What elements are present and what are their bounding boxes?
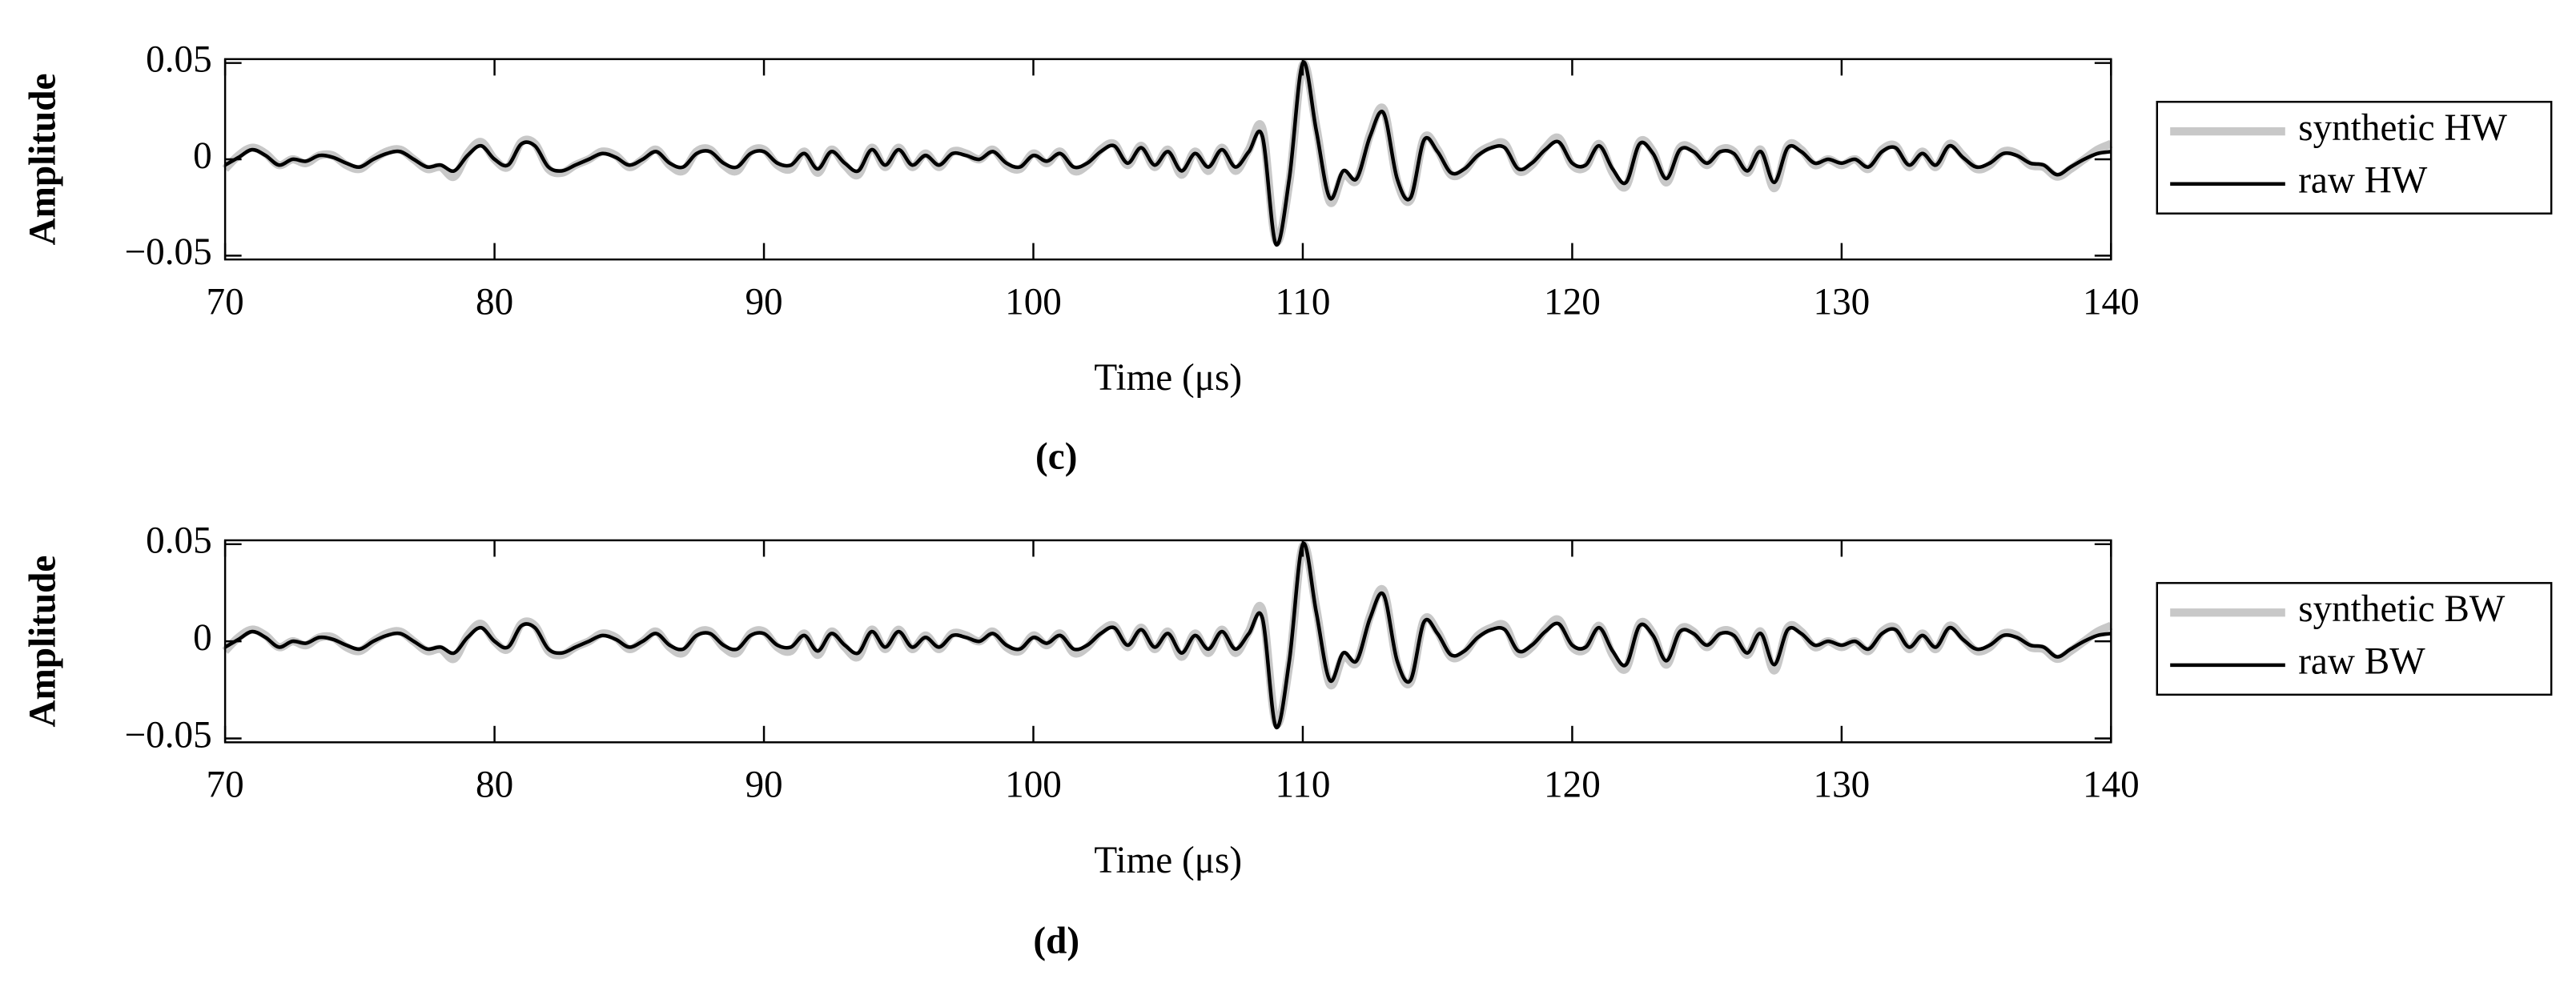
x-tick-label: 100 — [1005, 281, 1062, 323]
y-tick-label: 0 — [193, 135, 212, 177]
line-series — [224, 541, 2112, 730]
x-tick-label: 80 — [476, 764, 513, 806]
legend-label: synthetic BW — [2298, 588, 2506, 630]
legend-box — [2156, 582, 2553, 696]
y-tick-label: −0.05 — [125, 231, 212, 273]
panel: 70 80 90 100 110 120 130 140 −0.05 0 0.05 Time (μs)… — [22, 520, 2553, 961]
y-tick-label: 0.05 — [146, 520, 212, 562]
x-tick-label: 70 — [207, 764, 244, 806]
x-tick-label: 110 — [1275, 281, 1330, 323]
legend-label: raw HW — [2298, 160, 2428, 202]
x-tick-label: 90 — [745, 281, 782, 323]
legend-label: raw BW — [2298, 641, 2425, 683]
x-tick-label: 130 — [1814, 764, 1871, 806]
y-tick-label: 0.05 — [146, 38, 212, 80]
x-tick-label: 140 — [2083, 764, 2140, 806]
x-axis-label: Time (μs) — [1094, 357, 1242, 399]
x-tick-label: 140 — [2083, 281, 2140, 323]
x-tick-label: 90 — [745, 764, 782, 806]
y-tick-label: 0 — [193, 617, 212, 659]
x-tick-label: 120 — [1544, 764, 1601, 806]
legend-box — [2156, 100, 2553, 215]
x-axis-label: Time (μs) — [1094, 840, 1242, 881]
x-tick-label: 80 — [476, 281, 513, 323]
x-tick-label: 70 — [207, 281, 244, 323]
y-axis-label: Amplitude — [22, 74, 63, 246]
x-tick-label: 120 — [1544, 281, 1601, 323]
x-tick-label: 110 — [1275, 764, 1330, 806]
panel-label: (d) — [1033, 920, 1079, 961]
panel: 70 80 90 100 110 120 130 140 −0.05 0 0.05 Time (μs)… — [22, 38, 2553, 477]
y-tick-label: −0.05 — [125, 714, 212, 756]
panel-label: (c) — [1035, 435, 1077, 477]
legend-label: synthetic HW — [2298, 107, 2507, 149]
x-tick-label: 100 — [1005, 764, 1062, 806]
y-axis-label: Amplitude — [22, 556, 63, 728]
line-series — [224, 60, 2112, 247]
x-tick-label: 130 — [1814, 281, 1871, 323]
